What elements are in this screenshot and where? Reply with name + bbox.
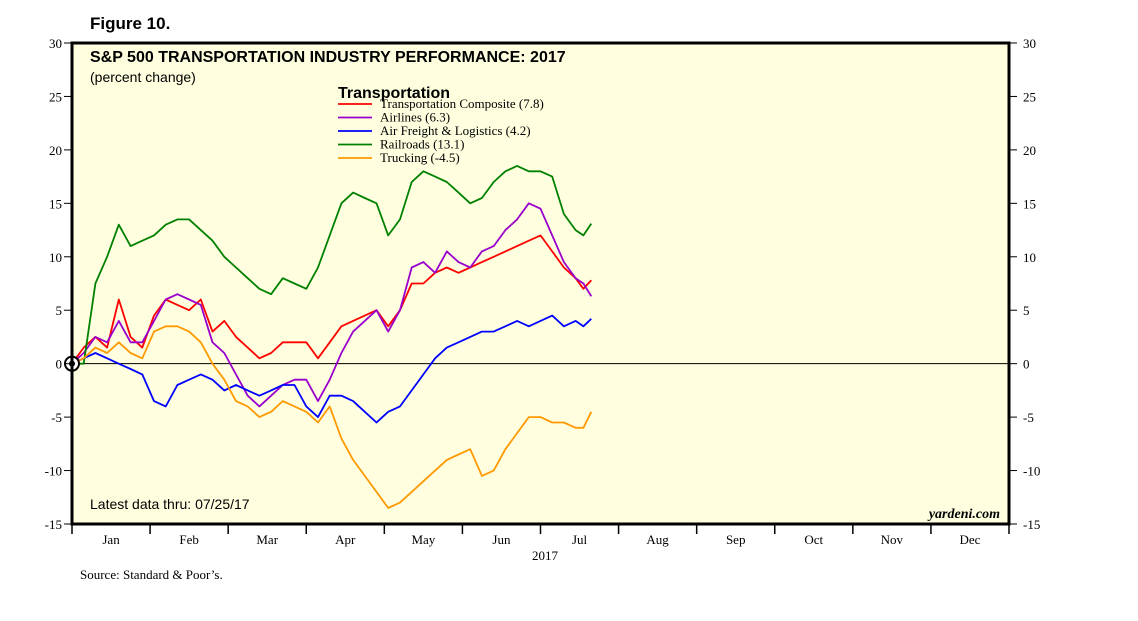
latest-data-note: Latest data thru: 07/25/17 [90, 496, 250, 512]
x-tick-label: Aug [646, 532, 669, 547]
y-tick-label-right: -5 [1023, 410, 1034, 425]
series-line [71, 202, 593, 408]
legend-label: Railroads (13.1) [380, 137, 464, 152]
y-tick-label-left: 15 [49, 196, 62, 211]
chart-subtitle: (percent change) [90, 69, 196, 85]
x-tick-label: Dec [959, 532, 980, 547]
y-tick-label-left: -10 [45, 464, 62, 479]
x-tick-label: Nov [881, 532, 904, 547]
legend-label: Trucking (-4.5) [380, 150, 460, 165]
x-tick-label: Apr [335, 532, 356, 547]
x-tick-label: Jul [572, 532, 588, 547]
chart-title: S&P 500 TRANSPORTATION INDUSTRY PERFORMA… [90, 49, 566, 66]
x-tick-label: Jun [492, 532, 511, 547]
y-axis-left: 30 25 20 15 10 5 0 -5 -10 -15 [45, 36, 72, 532]
y-tick-label-right: -15 [1023, 517, 1040, 532]
y-tick-label-right: 25 [1023, 89, 1036, 104]
x-tick-label: Jan [102, 532, 120, 547]
legend-title: Transportation [338, 85, 450, 102]
source-note: Source: Standard & Poor’s. [80, 567, 223, 582]
y-tick-label-left: 0 [56, 357, 63, 372]
y-tick-label-left: -15 [45, 517, 62, 532]
y-tick-label-right: 30 [1023, 36, 1036, 51]
y-tick-label-left: 20 [49, 143, 62, 158]
y-tick-label-left: 30 [49, 36, 62, 51]
y-tick-label-right: 10 [1023, 250, 1036, 265]
y-tick-label-right: 20 [1023, 143, 1036, 158]
y-axis-right: 30 25 20 15 10 5 0 -5 -10 -15 [1009, 36, 1040, 532]
x-tick-label: May [411, 532, 435, 547]
legend: Transportation Transportation Composite … [338, 85, 544, 165]
series-line [71, 314, 592, 424]
legend-label: Transportation Composite (7.8) [380, 96, 544, 111]
x-axis-year-label: 2017 [532, 548, 559, 563]
y-tick-label-left: -5 [51, 410, 62, 425]
x-tick-label: Mar [256, 532, 278, 547]
plot-background [72, 43, 1009, 524]
y-tick-label-left: 25 [49, 89, 62, 104]
y-tick-label-left: 10 [49, 250, 62, 265]
y-tick-label-right: 0 [1023, 357, 1030, 372]
x-tick-label: Oct [804, 532, 823, 547]
series-group [64, 164, 593, 509]
y-tick-label-right: 5 [1023, 303, 1030, 318]
y-tick-label-left: 5 [56, 303, 63, 318]
x-tick-label: Sep [726, 532, 746, 547]
figure-label: Figure 10. [90, 14, 170, 33]
series-line [72, 164, 593, 365]
x-tick-label: Feb [179, 532, 199, 547]
y-tick-label-right: 15 [1023, 196, 1036, 211]
legend-label: Air Freight & Logistics (4.2) [380, 123, 531, 138]
x-axis: Jan Feb Mar Apr May Jun Jul Aug Sep Oct Nov Dec [71, 524, 1010, 547]
series-line [71, 234, 592, 365]
series-line [71, 325, 593, 509]
y-tick-label-right: -10 [1023, 464, 1040, 479]
brand-watermark: yardeni.com [927, 507, 1000, 522]
legend-label: Airlines (6.3) [380, 110, 450, 125]
